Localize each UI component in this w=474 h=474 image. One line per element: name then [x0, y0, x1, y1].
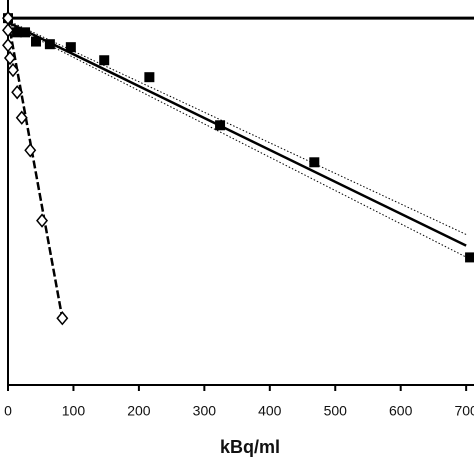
square-point [44, 39, 55, 50]
x-tick-label: 600 [389, 403, 413, 419]
diamond-point [56, 311, 69, 326]
square-point [465, 252, 474, 263]
diamond-point [3, 50, 16, 66]
x-tick-label: 100 [62, 403, 86, 419]
fit-line [7, 21, 467, 247]
x-tick-label: 0 [4, 403, 12, 419]
square-point [31, 36, 42, 47]
fit-line [6, 19, 64, 319]
diamond-point [6, 62, 19, 78]
diamond-point [36, 213, 49, 228]
confidence-band [7, 20, 467, 235]
diamond-point [11, 85, 24, 100]
diamond-point [2, 23, 14, 38]
square-point [99, 55, 110, 66]
square-point [65, 42, 76, 53]
diamond-point [2, 38, 14, 53]
x-tick-label: 400 [258, 403, 282, 419]
diamond-point [15, 110, 28, 125]
square-point [144, 72, 155, 83]
x-tick-label: 200 [127, 403, 151, 419]
square-point [20, 27, 31, 38]
x-tick-label: 300 [193, 403, 217, 419]
square-point [12, 27, 23, 38]
x-axis-label: kBq/ml [220, 437, 280, 457]
x-tick-label: 700 [454, 403, 474, 419]
confidence-band [7, 23, 467, 258]
square-point [215, 120, 226, 131]
diamond-point [24, 143, 37, 158]
x-tick-label: 500 [324, 403, 348, 419]
square-point [309, 157, 320, 168]
